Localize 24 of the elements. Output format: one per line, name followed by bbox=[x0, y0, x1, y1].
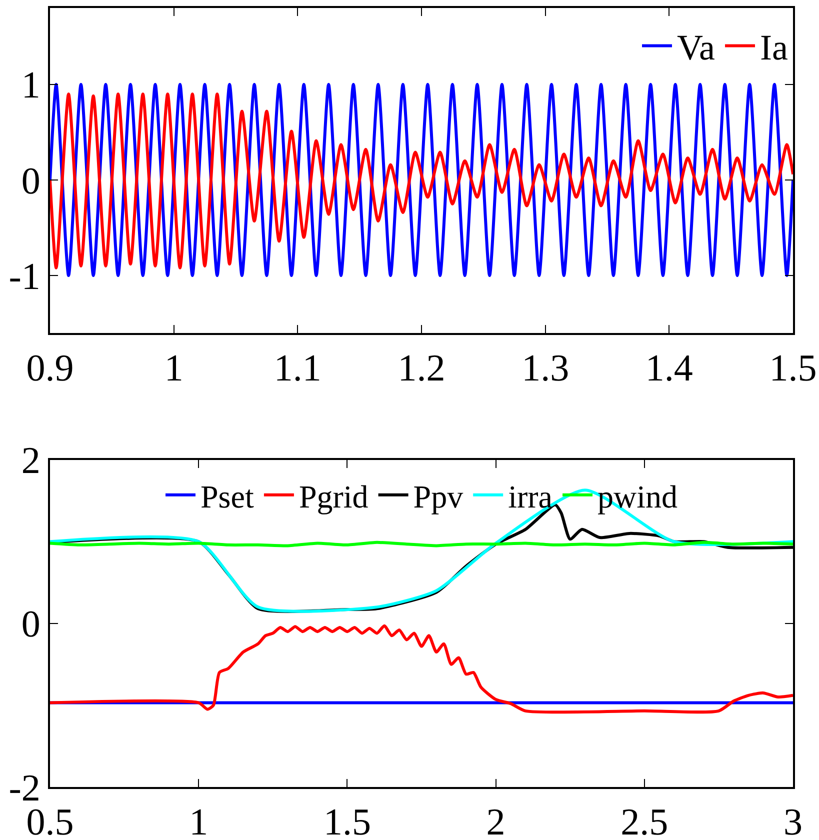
legend-label: pwind bbox=[598, 478, 678, 514]
x-tick-label: 0.9 bbox=[26, 347, 74, 390]
x-tick-label: 1 bbox=[189, 802, 208, 840]
y-tick-label: 0 bbox=[21, 604, 40, 646]
y-tick-label: 0 bbox=[21, 160, 40, 202]
legend-label: Pset bbox=[200, 478, 254, 514]
x-tick-label: 1.2 bbox=[398, 347, 446, 390]
x-tick-label: 1.5 bbox=[323, 802, 371, 840]
legend-label: Ia bbox=[760, 28, 788, 68]
y-tick-label: 2 bbox=[21, 440, 40, 482]
x-tick-label: 1.5 bbox=[769, 347, 817, 390]
x-tick-label: 1.1 bbox=[274, 347, 322, 390]
y-tick-label: 1 bbox=[21, 64, 40, 107]
legend-label: Va bbox=[677, 28, 716, 68]
x-tick-label: 2 bbox=[486, 802, 506, 840]
x-tick-label: 1.4 bbox=[645, 347, 693, 390]
x-tick-label: 1.3 bbox=[522, 347, 570, 390]
x-tick-label: 3 bbox=[784, 802, 802, 840]
legend-label: Pgrid bbox=[298, 478, 368, 514]
x-tick-label: 2.5 bbox=[620, 802, 668, 840]
legend-label: Ppv bbox=[413, 478, 464, 514]
y-tick-label: -1 bbox=[8, 256, 40, 298]
x-tick-label: 1 bbox=[164, 347, 184, 390]
legend-label: irra bbox=[508, 478, 552, 514]
